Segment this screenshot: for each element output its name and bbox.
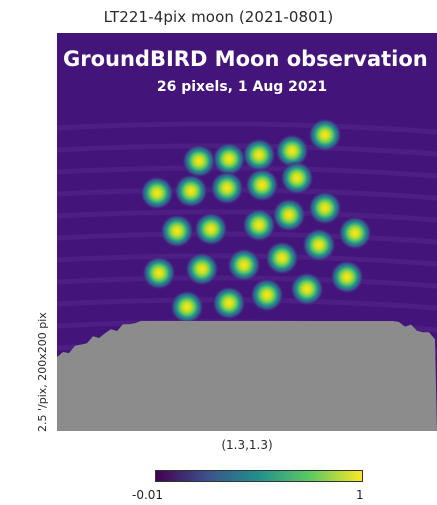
- chart-title: LT221-4pix moon (2021-0801): [103, 8, 334, 26]
- overlay-subtitle: 26 pixels, 1 Aug 2021: [156, 79, 328, 95]
- overlay-title: GroundBIRD Moon observation: [63, 47, 428, 71]
- beam-spot: [308, 191, 342, 225]
- x-axis-label: (1.3,1.3): [221, 438, 273, 452]
- beam-spot: [185, 252, 219, 286]
- beam-spot: [160, 214, 194, 248]
- beam-spot: [308, 118, 342, 152]
- beam-spot: [280, 161, 314, 195]
- map-canvas: [57, 33, 437, 431]
- colorbar: [155, 470, 363, 482]
- beam-spot: [265, 241, 299, 275]
- beam-spot: [212, 286, 246, 320]
- scan-stripe: [57, 209, 437, 223]
- y-axis-label-wrap: 2.5 '/pix, 200x200 pix: [36, 262, 49, 432]
- beam-spot: [242, 208, 276, 242]
- beam-spot: [174, 174, 208, 208]
- y-axis-label: 2.5 '/pix, 200x200 pix: [36, 312, 49, 432]
- beam-spot: [170, 290, 204, 324]
- colorbar-min-label: -0.01: [132, 488, 164, 502]
- beam-spot: [250, 278, 284, 312]
- beam-spot: [290, 272, 324, 306]
- beam-spot: [194, 212, 228, 246]
- masked-region: [57, 321, 437, 431]
- beam-spot: [275, 134, 309, 168]
- beam-spot: [242, 138, 276, 172]
- beam-spot: [227, 248, 261, 282]
- beam-spot: [140, 176, 174, 210]
- beam-spot: [302, 228, 336, 262]
- beam-spot: [338, 216, 372, 250]
- beam-group: [140, 118, 372, 324]
- scan-stripe: [57, 121, 437, 135]
- beam-spot: [212, 142, 246, 176]
- beam-spot: [272, 198, 306, 232]
- beam-spot: [210, 171, 244, 205]
- beam-spot: [142, 256, 176, 290]
- beam-spot: [245, 168, 279, 202]
- beam-spot: [330, 260, 364, 294]
- sky-map: GroundBIRD Moon observation 26 pixels, 1…: [57, 33, 437, 431]
- colorbar-max-label: 1: [356, 488, 364, 502]
- scan-stripe: [57, 165, 437, 179]
- beam-spot: [182, 144, 216, 178]
- scan-stripe: [57, 297, 437, 311]
